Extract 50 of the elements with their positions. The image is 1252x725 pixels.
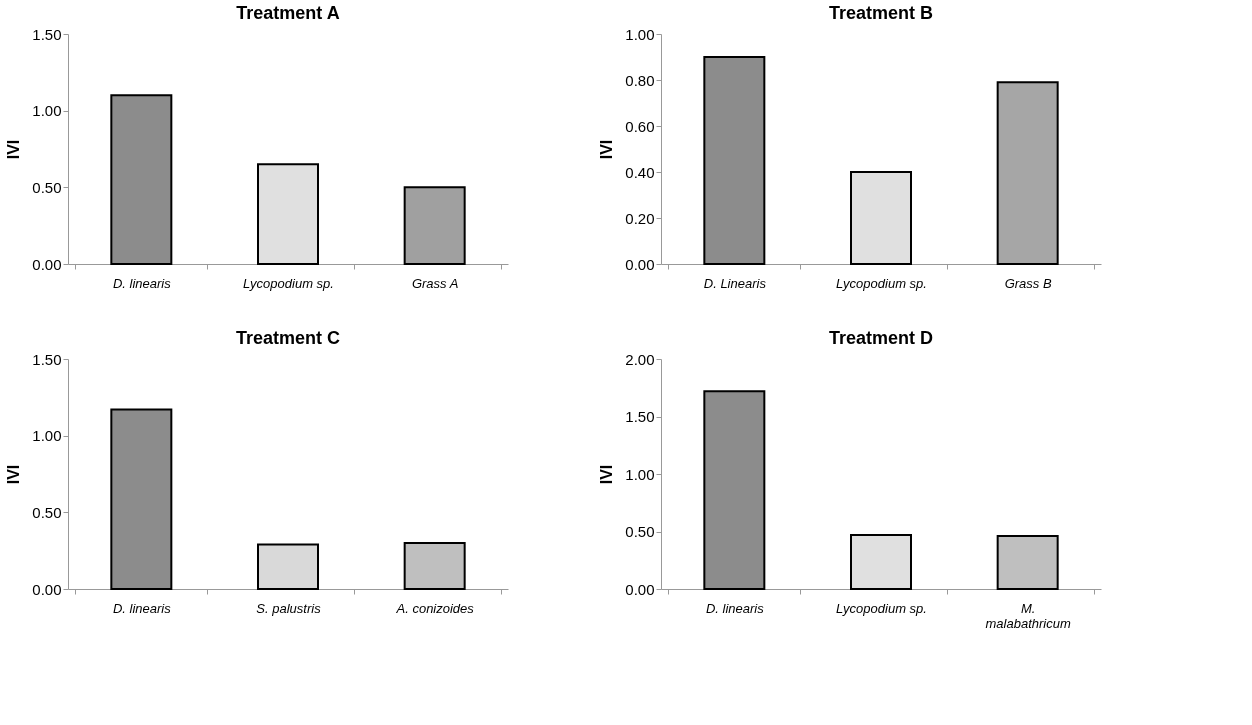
bar [257,163,319,265]
bar [110,94,173,265]
y-tick-label: 0.00 [625,255,655,273]
y-tick-label: 1.50 [32,350,62,368]
y-tick-label: 0.40 [625,163,655,181]
x-tick-label: Grass A [411,275,459,291]
bar [703,390,766,590]
x-tick-label: Lycopodium sp. [836,600,927,616]
y-axis-title: IVI [598,464,616,485]
y-tick-label: 0.50 [32,178,62,196]
chart-title: Treatment C [235,328,341,348]
y-tick-label: 0.80 [625,71,655,89]
y-tick-label: 0.50 [32,503,62,521]
bar [257,543,319,590]
y-tick-label: 0.50 [625,523,655,540]
bar [703,56,766,265]
y-tick-label: 0.00 [32,255,62,273]
y-tick-label: 2.00 [625,350,655,368]
y-axis-title: IVI [5,139,23,160]
bar [403,542,466,590]
chart-title: Treatment D [828,328,934,348]
chart-title: Treatment A [236,3,340,23]
y-tick-label: 0.60 [625,117,655,135]
bar [850,171,912,265]
x-tick-label: Lycopodium sp. [836,275,927,291]
x-tick-label: D. linearis [112,275,172,291]
x-tick-label: D. Linearis [703,275,767,291]
y-tick-label: 0.00 [32,580,62,598]
bar [996,81,1059,265]
x-tick-label: Grass B [1004,275,1052,291]
bar [996,535,1059,590]
x-tick-label: D. linearis [112,600,172,616]
y-tick-label: 0.20 [625,209,655,227]
y-tick-label: 0.00 [625,580,655,598]
x-tick-label: M. malabathricum [985,600,1071,631]
y-tick-label: 1.00 [32,102,62,120]
y-tick-label: 1.00 [625,465,655,483]
x-tick-label: Lycopodium sp. [243,275,334,291]
y-tick-label: 1.00 [625,25,655,43]
y-tick-label: 1.00 [32,427,62,445]
bar [850,533,912,590]
bar [110,408,173,590]
y-tick-label: 1.50 [32,25,62,43]
chart-title: Treatment B [828,3,934,23]
y-axis-title: IVI [5,464,23,485]
x-tick-label: A. conizoides [395,600,475,616]
x-tick-label: D. linearis [705,600,765,616]
y-tick-label: 1.50 [625,408,655,425]
x-tick-label: S. palustris [256,600,322,616]
y-axis-title: IVI [598,139,616,160]
